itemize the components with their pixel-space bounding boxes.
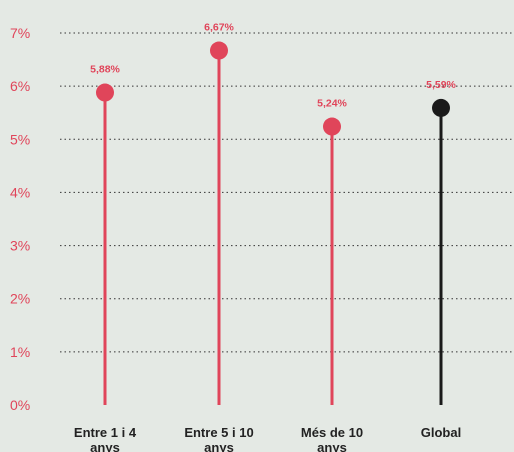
y-tick-label: 5% <box>10 131 30 147</box>
x-category-label: anys <box>90 440 120 452</box>
data-label: 5,24% <box>317 98 347 110</box>
data-label: 5,88% <box>90 64 120 76</box>
data-label: 6,67% <box>204 22 234 34</box>
y-tick-label: 0% <box>10 397 30 413</box>
x-category-label: Entre 5 i 10 <box>184 425 253 440</box>
y-tick-label: 1% <box>10 344 30 360</box>
lollipop-dot <box>323 117 341 136</box>
x-category-label: Entre 1 i 4 <box>74 425 137 440</box>
x-category-label: Més de 10 <box>301 425 363 440</box>
lollipop-dot <box>432 98 450 117</box>
y-tick-label: 7% <box>10 25 30 41</box>
data-label: 5,59% <box>426 79 456 91</box>
x-category-label: anys <box>317 440 347 452</box>
x-category-label: anys <box>204 440 234 452</box>
lollipop-dot <box>210 41 228 60</box>
y-tick-label: 2% <box>10 291 30 307</box>
y-tick-label: 4% <box>10 184 30 200</box>
y-tick-label: 3% <box>10 238 30 254</box>
lollipop-dot <box>96 83 114 102</box>
x-category-label: Global <box>421 425 461 440</box>
y-tick-label: 6% <box>10 78 30 94</box>
